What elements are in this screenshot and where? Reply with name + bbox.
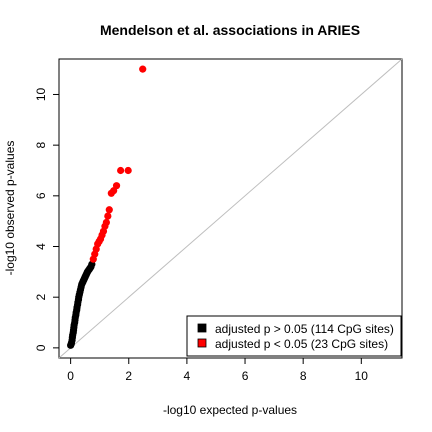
legend-label-significant: adjusted p < 0.05 (23 CpG sites) — [215, 337, 388, 351]
point-significant — [117, 166, 125, 175]
legend-box — [186, 315, 402, 357]
x-tick-label: 0 — [67, 369, 74, 383]
legend-swatch-significant — [197, 338, 207, 348]
y-tick-label: 10 — [34, 87, 48, 101]
x-axis: 0 2 4 6 8 10 — [67, 357, 369, 383]
y-tick-label: 8 — [34, 141, 48, 148]
y-axis: 0 2 4 6 8 10 — [34, 87, 60, 351]
x-tick-label: 6 — [242, 369, 249, 383]
y-axis-label: -log10 observed p-values — [3, 141, 17, 276]
point-significant — [105, 206, 113, 214]
legend-swatch-not-significant — [197, 323, 207, 333]
point-significant — [102, 218, 110, 227]
x-tick-label: 8 — [300, 369, 307, 383]
x-axis-label: -log10 expected p-values — [163, 403, 297, 417]
point-significant — [139, 65, 147, 73]
data-points — [67, 65, 147, 349]
legend: adjusted p > 0.05 (114 CpG sites) adjust… — [186, 315, 402, 357]
x-tick-label: 2 — [125, 369, 132, 383]
reference-line-group — [58, 58, 403, 359]
y-tick-label: 4 — [34, 243, 48, 250]
point-significant — [112, 182, 121, 190]
point-significant — [124, 166, 132, 175]
x-tick-label: 4 — [184, 369, 191, 383]
legend-label-not-significant: adjusted p > 0.05 (114 CpG sites) — [215, 322, 394, 336]
y-tick-label: 2 — [34, 294, 48, 301]
chart-title: Mendelson et al. associations in ARIES — [100, 22, 360, 38]
reference-line — [58, 58, 403, 359]
point-significant — [104, 212, 112, 220]
y-tick-label: 6 — [34, 192, 48, 199]
y-tick-label: 0 — [34, 344, 48, 351]
x-tick-label: 10 — [355, 369, 369, 383]
